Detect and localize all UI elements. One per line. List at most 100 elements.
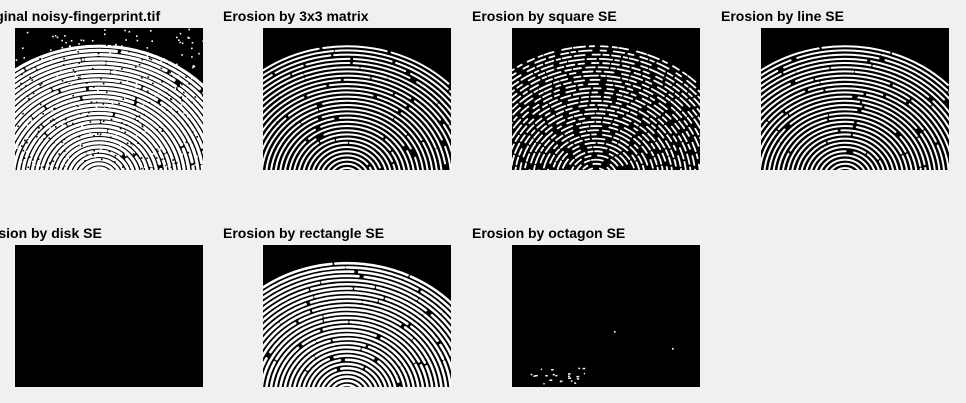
noise-speck: [176, 36, 178, 39]
ridge-speck: [549, 379, 553, 381]
noise-speck: [172, 159, 174, 161]
ridge-line: [263, 303, 448, 387]
noise-speck: [77, 103, 80, 106]
noise-speck: [143, 113, 145, 116]
noise-speck: [168, 119, 171, 122]
ridge-line: [49, 132, 149, 170]
ridge-line: [16, 103, 182, 170]
ridge-line: [528, 116, 664, 170]
noise-speck: [52, 35, 54, 38]
noise-speck: [124, 29, 126, 32]
noise-speck: [174, 88, 177, 90]
noise-speck: [43, 138, 45, 140]
ridge-line: [297, 350, 397, 387]
noise-speck: [38, 164, 41, 167]
ridge-line: [263, 53, 451, 100]
ridge-line: [307, 358, 387, 387]
noise-speck: [35, 147, 37, 149]
noise-speck: [55, 126, 57, 128]
noise-speck: [122, 166, 124, 168]
noise-speck: [114, 154, 117, 157]
noise-speck: [97, 125, 100, 128]
noise-speck: [65, 117, 67, 120]
noise-speck: [146, 157, 148, 160]
ridge-line: [761, 83, 949, 170]
fingerprint-image: [512, 45, 700, 170]
noise-speck: [191, 42, 194, 44]
ridge-line: [54, 137, 144, 170]
noise-speck: [188, 28, 190, 31]
ridge-line: [332, 162, 362, 170]
noise-speck: [34, 146, 36, 148]
noise-speck: [100, 96, 103, 98]
noise-speck: [188, 83, 190, 85]
noise-speck: [142, 92, 144, 95]
ridge-line: [570, 154, 622, 170]
noise-speck: [77, 105, 79, 107]
noise-speck: [198, 52, 200, 55]
noise-speck: [146, 90, 149, 93]
noise-speck: [92, 154, 94, 157]
image-axes: [15, 245, 203, 387]
noise-speck: [154, 53, 156, 55]
noise-speck: [183, 66, 185, 68]
noise-speck: [32, 92, 35, 95]
ridge-line: [810, 146, 880, 170]
ridge-speck: [576, 378, 580, 380]
noise-speck: [62, 132, 64, 134]
ridge-line: [263, 95, 438, 170]
image-axes: [263, 28, 451, 170]
noise-speck: [24, 139, 26, 142]
noise-speck: [61, 39, 63, 42]
noise-speck: [28, 97, 30, 100]
noise-speck: [89, 152, 91, 155]
noise-speck: [102, 82, 105, 85]
ridge-line: [263, 74, 451, 140]
noise-speck: [128, 31, 131, 33]
noise-speck: [97, 152, 99, 154]
ridge-line: [274, 112, 420, 170]
noise-speck: [188, 37, 190, 39]
noise-speck: [137, 66, 140, 69]
noise-speck: [51, 111, 53, 113]
noise-speck: [41, 152, 44, 154]
ridge-line: [279, 116, 415, 170]
noise-speck: [117, 155, 120, 157]
noise-speck: [59, 156, 61, 159]
noise-speck: [177, 87, 179, 89]
ridge-line: [819, 154, 871, 170]
noise-speck: [94, 156, 96, 158]
ridge-line: [274, 329, 420, 387]
noise-speck: [170, 107, 172, 110]
noise-speck: [125, 39, 127, 41]
noise-speck: [196, 136, 198, 138]
noise-speck: [121, 122, 123, 124]
noise-speck: [53, 133, 55, 135]
noise-speck: [73, 104, 76, 106]
noise-speck: [22, 149, 25, 152]
noise-speck: [191, 56, 193, 58]
noise-speck: [89, 121, 92, 123]
ridge-line: [311, 362, 383, 387]
noise-speck: [72, 69, 75, 71]
ridge-line: [15, 74, 203, 142]
noise-speck: [119, 127, 122, 130]
ridge-line: [83, 162, 115, 170]
ridge-line: [581, 162, 611, 170]
noise-speck: [68, 106, 70, 108]
noise-speck: [72, 122, 74, 125]
ridge-speck: [540, 368, 543, 371]
noise-speck: [141, 125, 144, 128]
noise-speck: [77, 51, 80, 53]
ridge-line: [15, 82, 203, 170]
noise-speck: [64, 164, 67, 166]
noise-speck: [64, 118, 67, 121]
noise-speck: [52, 109, 54, 111]
noise-speck: [187, 140, 190, 143]
noise-speck: [132, 153, 135, 155]
noise-speck: [187, 115, 189, 118]
ridge-line: [263, 87, 447, 170]
noise-speck: [76, 49, 79, 51]
subplot-title: Erosion by line SE: [721, 8, 844, 24]
noise-speck: [77, 76, 80, 79]
